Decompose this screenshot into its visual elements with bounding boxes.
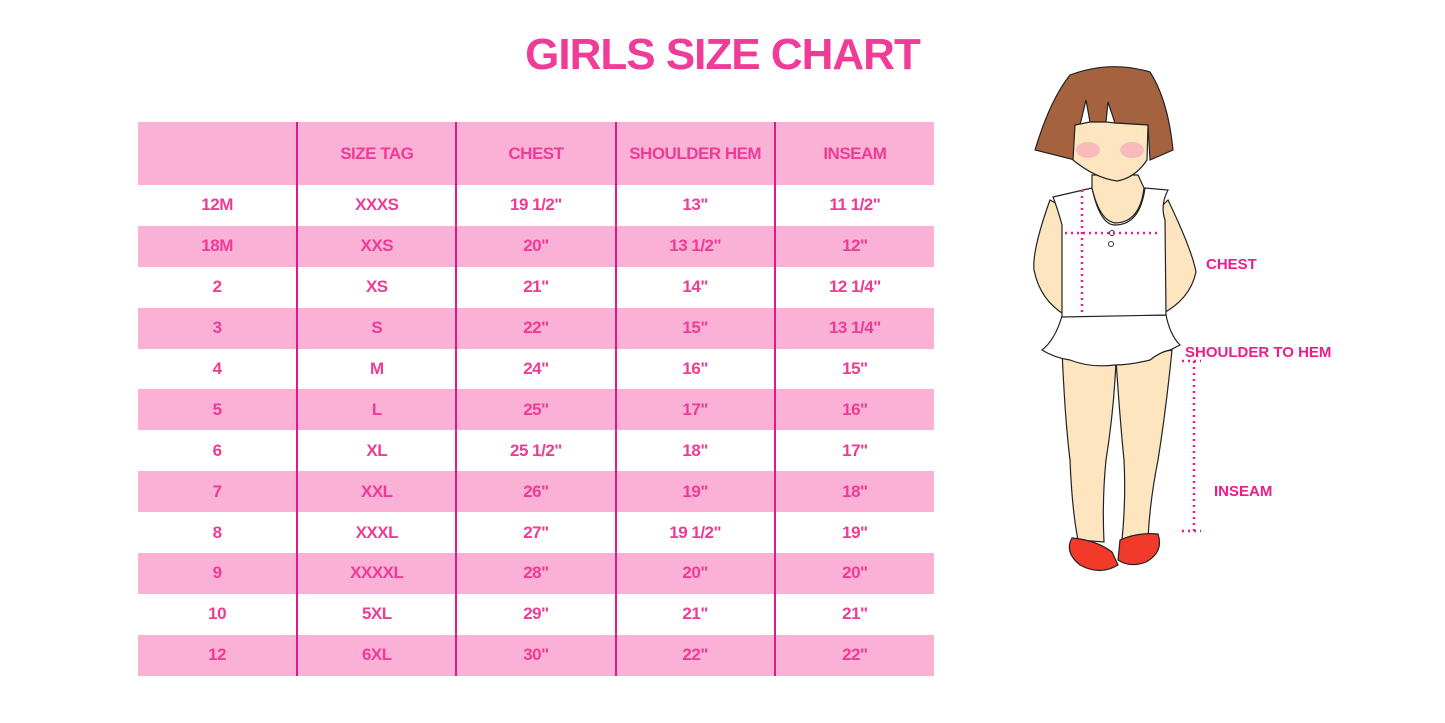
table-cell: 19 1/2" [455,185,616,226]
right-leg [1115,349,1173,541]
table-cell: 21" [773,593,934,635]
table-row: 6 XL 25 1/2" 18" 17" [138,430,934,472]
table-cell: 14" [614,266,775,308]
table-cell: 18" [773,471,934,513]
table-cell: 28" [455,553,616,594]
table-row: 4 M 24" 16" 15" [138,348,934,390]
table-cell: XXXL [296,512,457,554]
table-cell: 12" [773,225,934,267]
table-row: 12 6XL 30" 22" 22" [138,634,934,676]
table-cell: 29" [455,593,616,635]
table-row: 12M XXXS 19 1/2" 13" 11 1/2" [138,185,934,226]
table-cell: 30" [455,634,616,676]
page-title: GIRLS SIZE CHART [525,30,921,79]
table-cell: XS [296,266,457,308]
chest-label: CHEST [1206,256,1257,273]
table-cell: 12M [201,195,233,215]
table-cell: 22" [455,307,616,349]
table-cell: 16" [773,389,934,431]
table-cell: 7 [138,471,298,513]
column-header: INSEAM [773,122,934,185]
column-header [138,122,298,185]
table-cell: L [296,389,457,431]
table-cell: 27" [455,512,616,554]
table-cell: 19 1/2" [614,512,775,554]
table-cell: 11 1/2" [773,185,934,226]
table-cell: 2 [212,277,222,297]
table-cell: 18" [614,430,775,472]
table-cell: XXL [296,471,457,513]
table-cell: 4 [212,359,222,378]
table-cell: 20" [614,553,775,594]
table-cell: 24" [455,348,616,390]
table-cell: S [296,307,457,349]
table-cell: 15" [773,348,934,390]
table-row: 8 XXXL 27" 19 1/2" 19" [138,512,934,554]
table-cell: XL [296,430,457,472]
face [1072,121,1149,182]
table-cell: 13" [614,185,775,226]
table-cell: 25 1/2" [455,430,616,472]
table-cell: 17" [614,389,775,431]
table-cell: 16" [614,348,775,390]
table-cell: 9 [138,553,298,594]
table-row: 18M XXS 20" 13 1/2" 12" [138,225,934,267]
table-cell: XXS [296,225,457,267]
inseam-label: INSEAM [1214,483,1273,500]
table-cell: XXXXL [296,553,457,594]
table-cell: 18M [138,225,298,267]
table-cell: 21" [614,593,775,635]
left-shoe [1068,537,1119,572]
table-row: 2 XS 21" 14" 12 1/4" [138,266,934,308]
table-cell: 13 1/2" [614,225,775,267]
table-row: 9 XXXXL 28" 20" 20" [138,553,934,594]
table-cell: 19" [614,471,775,513]
table-row: 5 L 25" 17" 16" [138,389,934,431]
table-cell: XXXS [296,185,457,226]
table-cell: 6 [212,440,222,460]
table-cell: 25" [455,389,616,431]
table-row: 7 XXL 26" 19" 18" [138,471,934,513]
table-cell: 17" [773,430,934,472]
girl-measurement-illustration [1033,66,1201,572]
size-chart-table: SIZE TAG CHEST SHOULDER HEM INSEAM 12M XXXS 1… [138,122,934,676]
table-cell: 13 1/4" [773,307,934,349]
table-cell: 3 [138,307,298,349]
table-cell: 21" [455,266,616,308]
table-cell: 6XL [296,634,457,676]
table-cell: 20" [455,225,616,267]
table-cell: 19" [773,512,934,554]
table-cell: 12 [138,634,298,676]
table-cell: 20" [773,553,934,594]
table-cell: 26" [455,471,616,513]
column-header: SIZE TAG [296,122,457,185]
column-header: CHEST [455,122,616,185]
left-arm [1033,199,1069,317]
column-header: SHOULDER HEM [614,122,775,185]
table-cell: 12 1/4" [773,266,934,308]
table-row: 10 5XL 29" 21" 21" [138,593,934,635]
table-cell: 8 [212,522,222,542]
table-cell: 22" [773,634,934,676]
header-row: SIZE TAG CHEST SHOULDER HEM INSEAM [138,122,934,185]
table-cell: 10 [208,604,227,624]
table-cell: 5XL [296,593,457,635]
table-cell: 15" [614,307,775,349]
shoulder-to-hem-label: SHOULDER TO HEM [1185,344,1332,361]
table-row: 3 S 22" 15" 13 1/4" [138,307,934,349]
table-cell: 22" [614,634,775,676]
table-cell: 5 [138,389,298,431]
left-leg [1061,349,1117,543]
table-cell: M [296,348,457,390]
skirt [1040,314,1182,367]
right-shoe [1117,533,1161,566]
